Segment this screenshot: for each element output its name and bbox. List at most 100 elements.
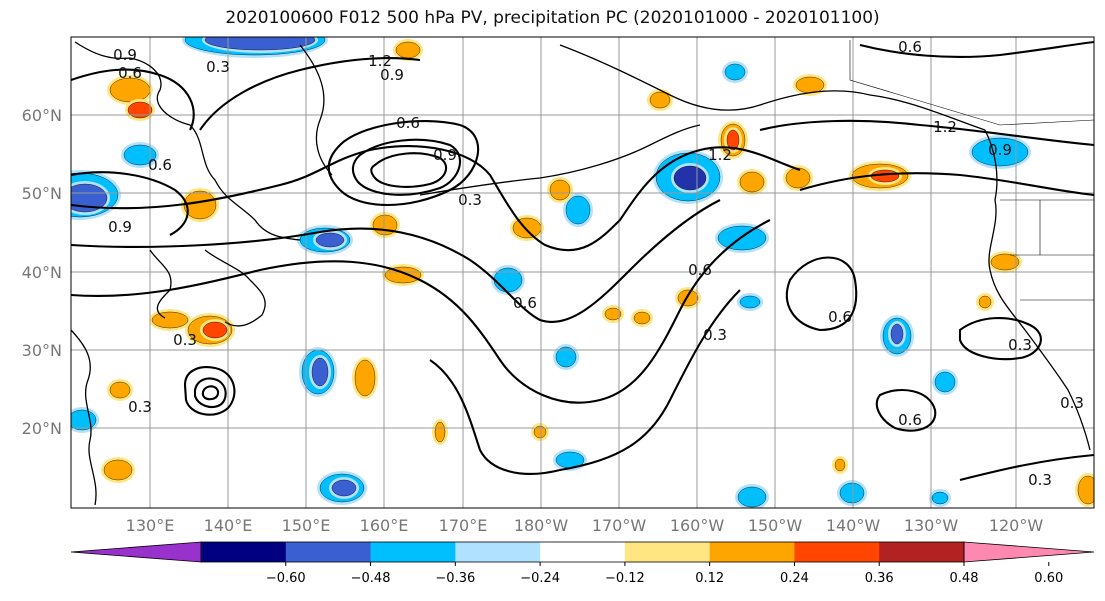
precip-patch bbox=[890, 323, 904, 345]
precip-patch bbox=[931, 491, 949, 505]
pv-contour bbox=[799, 172, 1094, 197]
precip-patch bbox=[123, 144, 157, 166]
colorbar-tick-label: −0.48 bbox=[351, 571, 391, 586]
precip-patch bbox=[1077, 475, 1094, 505]
contour-label: 0.6 bbox=[148, 156, 172, 174]
pv-contours bbox=[71, 40, 1094, 482]
precip-patch bbox=[737, 486, 767, 508]
precip-patch bbox=[311, 357, 329, 387]
lon-tick-label: 130°E bbox=[126, 516, 175, 535]
contour-label: 0.6 bbox=[396, 114, 420, 132]
precip-patch bbox=[151, 311, 189, 329]
precip-patch bbox=[434, 421, 446, 443]
coastline-alaska bbox=[559, 44, 986, 131]
lon-tick-label: 130°W bbox=[904, 516, 959, 535]
precip-patch bbox=[71, 409, 97, 431]
contour-label: 0.3 bbox=[703, 326, 727, 344]
contour-label: 1.2 bbox=[708, 146, 732, 164]
colorbar: −0.60 −0.48 −0.36 −0.24 −0.12 0.12 0.24 0.36 0.4… bbox=[70, 541, 1095, 586]
lon-tick-label: 150°E bbox=[282, 516, 331, 535]
colorbar-tick-label: −0.36 bbox=[435, 571, 475, 586]
precip-patch bbox=[834, 458, 846, 472]
colorbar-tick-label: 0.24 bbox=[780, 571, 809, 586]
colorbar-extend-low bbox=[70, 541, 202, 563]
precip-patch bbox=[971, 137, 1029, 167]
colorbar-segment bbox=[285, 542, 372, 562]
colorbar-tick-label: −0.60 bbox=[266, 571, 306, 586]
colorbar-segment bbox=[370, 542, 456, 562]
precip-patch bbox=[204, 37, 316, 51]
precip-patch bbox=[673, 165, 707, 191]
pv-contour bbox=[71, 219, 771, 404]
precip-patch bbox=[934, 371, 956, 393]
pv-contour bbox=[71, 199, 721, 323]
precip-patch bbox=[677, 289, 699, 307]
pv-contour bbox=[193, 377, 227, 409]
contour-label: 0.9 bbox=[113, 46, 137, 64]
coastline-aleutians bbox=[419, 124, 701, 196]
pv-contour bbox=[785, 256, 858, 332]
lon-tick-label: 140°E bbox=[204, 516, 253, 535]
precip-patch bbox=[649, 91, 671, 109]
lon-tick-label: 150°W bbox=[748, 516, 803, 535]
pv-contour bbox=[859, 40, 1094, 59]
pv-contour bbox=[370, 152, 448, 188]
contour-label: 0.6 bbox=[898, 38, 922, 56]
contour-label: 0.9 bbox=[108, 218, 132, 236]
precip-patch bbox=[384, 266, 422, 284]
lon-tick-label: 120°W bbox=[989, 516, 1044, 535]
figure-title: 2020100600 F012 500 hPa PV, precipitatio… bbox=[225, 8, 880, 28]
colorbar-tick-label: −0.24 bbox=[520, 571, 560, 586]
contour-label: 0.6 bbox=[828, 308, 852, 326]
precip-patch bbox=[839, 482, 865, 504]
pv-contour bbox=[429, 289, 741, 475]
contour-label: 0.6 bbox=[118, 64, 142, 82]
colorbar-segment bbox=[455, 542, 541, 562]
map-frame bbox=[70, 36, 1095, 509]
coastline-china-south bbox=[71, 329, 97, 506]
precip-patch bbox=[565, 195, 591, 225]
contour-label: 0.3 bbox=[173, 331, 197, 349]
colorbar-segment bbox=[709, 542, 795, 562]
precip-patch bbox=[785, 167, 811, 189]
lat-tick-label: 30°N bbox=[22, 341, 62, 360]
map-area: 0.90.6 0.3 1.20.90.60.90.31.20.60.30.60.60… bbox=[71, 37, 1094, 508]
colorbar-tick-label: 0.12 bbox=[695, 571, 724, 586]
precip-patch bbox=[183, 190, 217, 220]
pv-contour bbox=[959, 453, 1094, 482]
longitude-labels: 130°E 140°E 150°E 160°E 170°E 180°W 170°W 160°W… bbox=[126, 516, 1044, 535]
precip-patch bbox=[127, 101, 153, 119]
precip-patch bbox=[109, 381, 131, 399]
pv-contour bbox=[759, 119, 1094, 147]
colorbar-segment bbox=[624, 542, 711, 562]
colorbar-segment bbox=[540, 542, 626, 562]
contour-label: 0.9 bbox=[380, 66, 404, 84]
lon-tick-label: 140°W bbox=[826, 516, 881, 535]
lat-tick-label: 60°N bbox=[22, 106, 62, 125]
contour-label: 0.3 bbox=[458, 191, 482, 209]
colorbar-segment bbox=[201, 542, 287, 562]
pv-contour bbox=[71, 171, 189, 236]
precip-patch bbox=[739, 171, 765, 193]
precip-patch bbox=[549, 179, 571, 201]
precip-patch bbox=[555, 346, 577, 368]
coastline-na-west bbox=[984, 129, 1091, 451]
precip-patch bbox=[395, 41, 421, 59]
pv-contour bbox=[327, 120, 480, 207]
precip-patch bbox=[103, 459, 133, 481]
boundaries bbox=[849, 40, 1094, 301]
coastlines bbox=[71, 41, 1091, 506]
precip-patch bbox=[739, 295, 761, 309]
contour-labels: 0.90.6 0.3 1.20.90.60.90.31.20.60.30.60.60… bbox=[108, 38, 1084, 489]
contour-label: 1.2 bbox=[368, 52, 392, 70]
latitude-labels: 60°N 50°N 40°N 30°N 20°N bbox=[22, 106, 62, 438]
pv-contour bbox=[199, 56, 421, 131]
pv-contour bbox=[201, 385, 220, 401]
pv-contour bbox=[958, 316, 1042, 361]
precip-patch bbox=[533, 425, 547, 439]
border-us-canada bbox=[849, 40, 1094, 126]
contour-label: 0.6 bbox=[898, 411, 922, 429]
contour-label: 0.9 bbox=[988, 141, 1012, 159]
